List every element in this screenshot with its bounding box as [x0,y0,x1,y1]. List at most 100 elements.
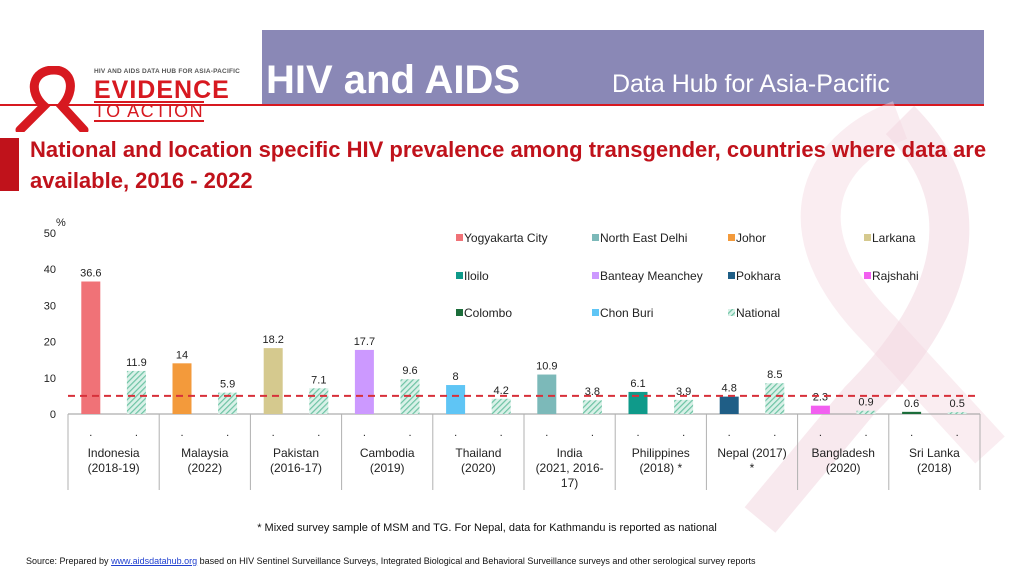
logo-to-action: TO ACTION [94,101,205,122]
x-subtick-label: . [454,427,457,439]
legend-swatch [728,272,735,279]
data-label: 7.1 [311,374,326,386]
logo-tagline: HIV AND AIDS DATA HUB FOR ASIA-PACIFIC [94,68,241,75]
legend-swatch [728,309,735,316]
bar-chon-buri [446,385,466,414]
data-label: 10.9 [536,361,557,373]
legend-label: Larkana [872,231,916,245]
legend-swatch [728,234,735,241]
data-label: 0.5 [950,398,965,410]
data-label: 8.5 [767,369,782,381]
bar-north-east-delhi [537,374,557,414]
x-subtick-label: . [180,427,183,439]
x-category-label: Pakistan [273,446,319,460]
footnote: * Mixed survey sample of MSM and TG. For… [257,522,717,534]
x-subtick-label: . [636,427,639,439]
x-category-label: (2016-17) [270,461,322,475]
x-subtick-label: . [728,427,731,439]
bar-national [674,399,694,414]
legend-label: North East Delhi [600,231,687,245]
data-label: 3.9 [676,386,691,398]
legend-label: Johor [736,231,766,245]
y-tick-label: 30 [44,300,56,312]
x-category-label: (2021, 2016- [536,461,604,475]
data-label: 0.9 [858,397,873,409]
data-label: 14 [176,349,188,361]
x-category-label: Nepal (2017) [717,446,786,460]
legend-swatch [592,309,599,316]
data-label: 4.2 [494,385,509,397]
bar-larkana [263,348,283,414]
x-subtick-label: . [408,427,411,439]
x-category-label: (2018-19) [88,461,140,475]
legend-swatch [592,234,599,241]
x-category-label: India [557,446,583,460]
x-category-label: (2018) * [639,461,682,475]
x-category-label: (2018) [917,461,952,475]
red-ribbon-icon [15,66,89,132]
x-category-label: Cambodia [360,446,415,460]
x-subtick-label: . [864,427,867,439]
x-subtick-label: . [500,427,503,439]
source-link[interactable]: www.aidsdatahub.org [111,556,198,566]
title-accent-bar [0,138,19,191]
x-subtick-label: . [910,427,913,439]
legend-label: Pokhara [736,269,781,283]
data-label: 8 [453,371,459,383]
bar-national [218,392,238,414]
bar-yogyakarta-city [81,281,101,414]
bar-pokhara [719,396,739,414]
legend-swatch [864,234,871,241]
x-category-label: Thailand [455,446,501,460]
legend-swatch [456,309,463,316]
legend-label: Iloilo [464,269,489,283]
data-label: 17.7 [354,336,375,348]
chart-title: National and location specific HIV preva… [30,137,987,193]
x-subtick-label: . [956,427,959,439]
x-category-label: Malaysia [181,446,229,460]
legend-swatch [592,272,599,279]
x-subtick-label: . [545,427,548,439]
data-label: 36.6 [80,268,101,280]
data-label: 18.2 [262,334,283,346]
data-label: 5.9 [220,379,235,391]
bar-national [582,400,602,414]
bar-rajshahi [810,405,830,414]
data-label: 9.6 [402,365,417,377]
x-subtick-label: . [819,427,822,439]
x-subtick-label: . [591,427,594,439]
source-prefix: Source: Prepared by [26,556,109,566]
legend-label: National [736,306,780,320]
x-category-label: (2022) [187,461,222,475]
x-subtick-label: . [135,427,138,439]
x-subtick-label: . [317,427,320,439]
legend-label: Banteay Meanchey [600,269,703,283]
x-subtick-label: . [272,427,275,439]
x-category-label: 17) [561,476,578,490]
x-subtick-label: . [363,427,366,439]
logo-evidence: EVIDENCE [94,76,230,104]
x-category-label: (2020) [826,461,861,475]
source-note: Source: Prepared by www.aidsdatahub.org … [26,556,755,566]
source-suffix: based on HIV Sentinel Surveillance Surve… [199,556,756,566]
x-subtick-label: . [89,427,92,439]
x-category-label: (2019) [370,461,405,475]
page-subtitle: Data Hub for Asia-Pacific [612,70,890,98]
page-title: HIV and AIDS [266,58,521,102]
x-category-label: Philippines [632,446,690,460]
logo[interactable]: HIV AND AIDS DATA HUB FOR ASIA-PACIFIC E… [0,30,262,132]
legend-swatch [864,272,871,279]
data-label: 0.6 [904,398,919,410]
x-category-label: * [750,461,755,475]
y-tick-label: 40 [44,264,56,276]
data-label: 6.1 [630,378,645,390]
x-category-label: Sri Lanka [909,446,960,460]
bar-national [491,398,511,414]
bar-colombo [902,411,922,414]
bar-johor [172,363,192,414]
legend-label: Chon Buri [600,306,653,320]
bar-national [947,412,967,414]
bar-banteay-meanchey [354,349,374,414]
legend-swatch [456,272,463,279]
